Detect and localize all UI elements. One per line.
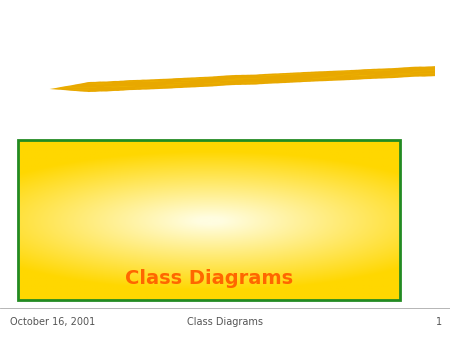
Text: 1: 1	[436, 317, 442, 327]
Bar	[18, 140, 400, 300]
Text: October 16, 2001: October 16, 2001	[10, 317, 95, 327]
Text: Class Diagrams: Class Diagrams	[125, 268, 293, 288]
Text: Class Diagrams: Class Diagrams	[187, 317, 263, 327]
Polygon shape	[50, 66, 435, 92]
